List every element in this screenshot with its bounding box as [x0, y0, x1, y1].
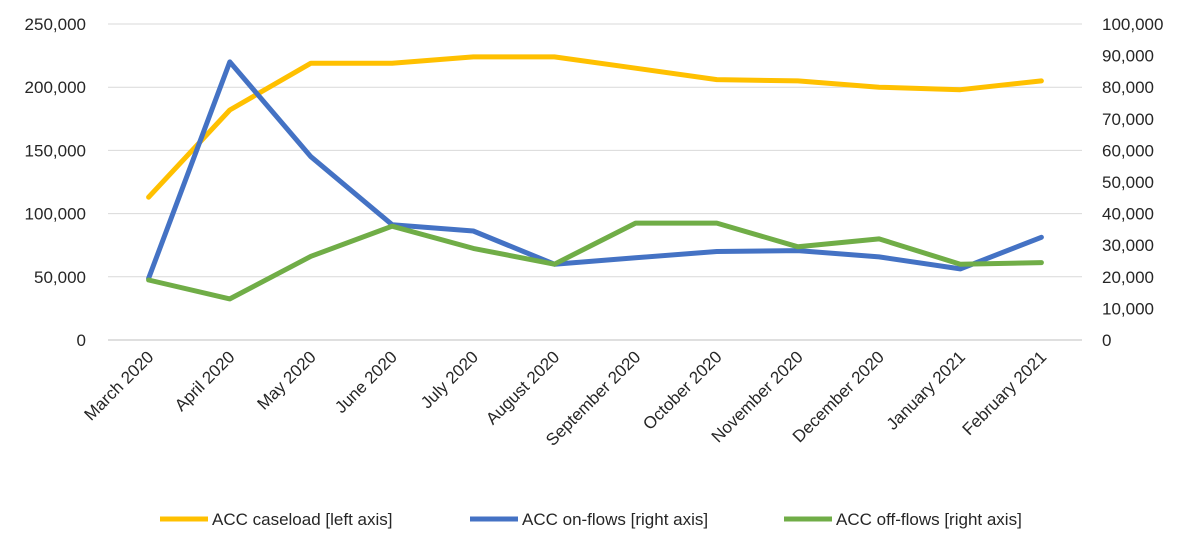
right-axis-tick-label: 10,000: [1102, 299, 1154, 318]
x-axis-tick-label: April 2020: [171, 347, 239, 415]
right-axis-tick-labels: 0 10,000 20,000 30,000 40,000 50,000 60,000 70,…: [1102, 15, 1163, 350]
legend-label: ACC on-flows [right axis]: [522, 510, 708, 529]
gridlines: [108, 23, 1082, 341]
left-axis-tick-labels: 0 50,000 100,000 150,000 200,000 250,000: [25, 15, 86, 350]
right-axis-tick-label: 0: [1102, 331, 1111, 350]
right-axis-tick-label: 50,000: [1102, 173, 1154, 192]
right-axis-tick-label: 30,000: [1102, 236, 1154, 255]
x-axis-tick-label: July 2020: [417, 347, 482, 412]
right-axis-tick-label: 90,000: [1102, 47, 1154, 66]
left-axis-tick-label: 50,000: [34, 268, 86, 287]
left-axis-tick-label: 100,000: [25, 205, 86, 224]
left-axis-tick-label: 0: [77, 331, 86, 350]
series-line: [146, 59, 1044, 281]
left-axis-tick-label: 150,000: [25, 141, 86, 160]
legend-label: ACC off-flows [right axis]: [836, 510, 1022, 529]
right-axis-tick-label: 100,000: [1102, 15, 1163, 34]
x-axis-tick-label: May 2020: [254, 347, 320, 413]
x-axis-tick-labels: March 2020 April 2020 May 2020 June 2020 Jul…: [80, 347, 1050, 449]
right-axis-tick-label: 70,000: [1102, 110, 1154, 129]
right-axis-tick-label: 20,000: [1102, 268, 1154, 287]
x-axis-tick-label: February 2021: [959, 347, 1051, 439]
x-axis-tick-label: January 2021: [883, 347, 969, 433]
series-line: [146, 220, 1044, 302]
right-axis-tick-label: 80,000: [1102, 78, 1154, 97]
x-axis-tick-label: August 2020: [482, 347, 563, 428]
x-axis-tick-label: October 2020: [639, 347, 725, 433]
legend-label: ACC caseload [left axis]: [212, 510, 392, 529]
series-lines: [146, 54, 1044, 302]
x-axis-tick-label: June 2020: [331, 347, 401, 417]
x-axis-tick-label: March 2020: [80, 347, 157, 424]
left-axis-tick-label: 200,000: [25, 78, 86, 97]
legend: ACC caseload [left axis] ACC on-flows [ri…: [160, 510, 1022, 529]
right-axis-tick-label: 40,000: [1102, 205, 1154, 224]
series-line: [146, 54, 1044, 200]
right-axis-tick-label: 60,000: [1102, 141, 1154, 160]
left-axis-tick-label: 250,000: [25, 15, 86, 34]
